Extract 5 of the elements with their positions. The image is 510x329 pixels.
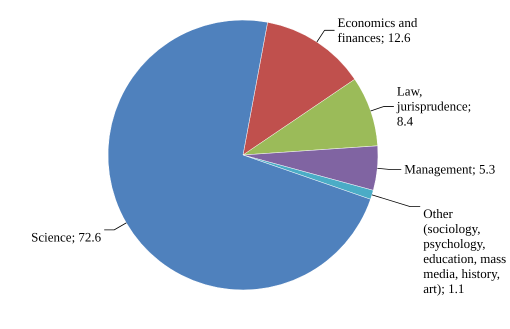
- slice-label: Other (sociology, psychology, education, mass media, history, art); 1.1: [423, 206, 506, 296]
- slice-label: Management; 5.3: [404, 162, 496, 177]
- slice-label: Law, jurisprudence; 8.4: [396, 83, 472, 128]
- slice-label: Economics and finances; 12.6: [338, 14, 418, 45]
- slice-label: Science; 72.6: [31, 229, 102, 244]
